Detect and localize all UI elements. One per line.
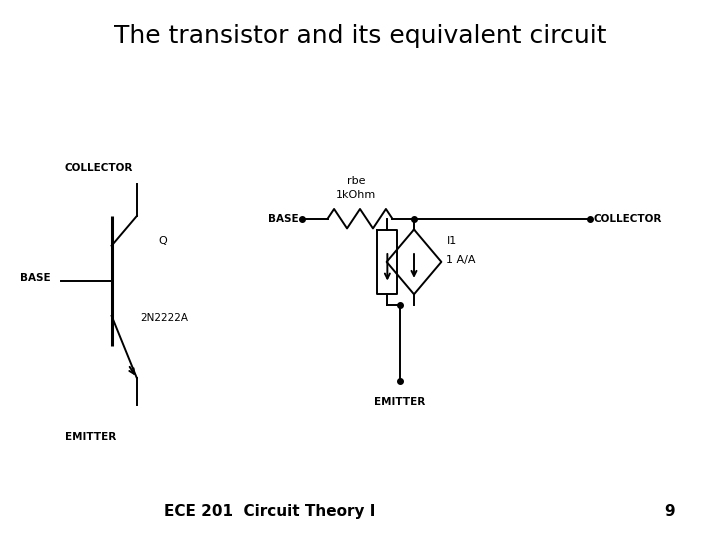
Text: BASE: BASE <box>268 214 299 224</box>
Text: 9: 9 <box>665 504 675 519</box>
Text: EMITTER: EMITTER <box>65 432 116 442</box>
Text: ECE 201  Circuit Theory I: ECE 201 Circuit Theory I <box>164 504 376 519</box>
Text: COLLECTOR: COLLECTOR <box>65 163 133 173</box>
Text: 2N2222A: 2N2222A <box>140 313 189 323</box>
Text: I1: I1 <box>446 235 456 246</box>
Text: rbe: rbe <box>347 176 366 186</box>
Text: 1kOhm: 1kOhm <box>336 190 377 200</box>
Text: COLLECTOR: COLLECTOR <box>594 214 662 224</box>
Text: EMITTER: EMITTER <box>374 397 426 407</box>
Text: The transistor and its equivalent circuit: The transistor and its equivalent circui… <box>114 24 606 48</box>
Text: 1 A/A: 1 A/A <box>446 254 476 265</box>
Text: BASE: BASE <box>19 273 50 283</box>
Text: Q: Q <box>158 235 167 246</box>
